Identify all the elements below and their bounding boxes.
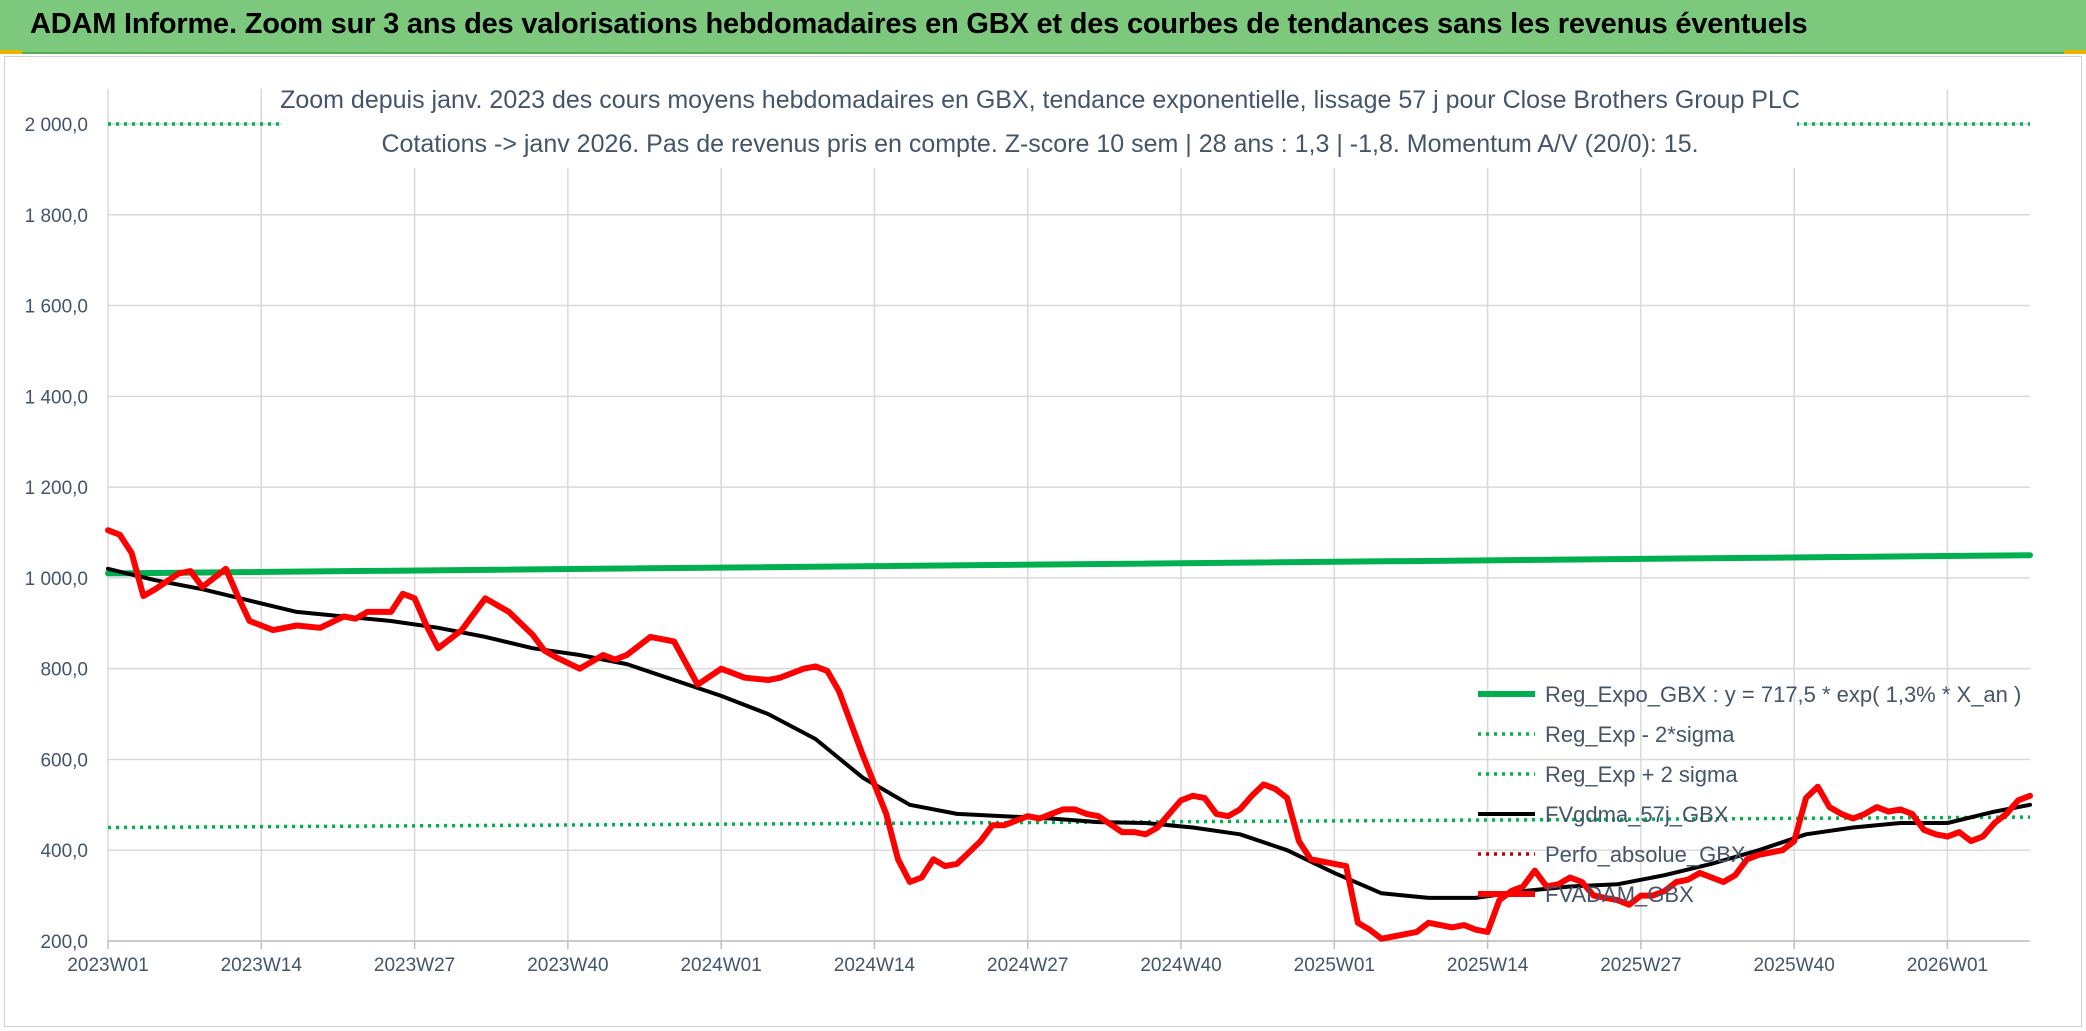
- series-lines: [105, 122, 2033, 942]
- x-tick-label: 2025W27: [1600, 955, 1681, 976]
- y-tick-label: 1 600,0: [25, 297, 88, 318]
- x-tick-label: 2025W01: [1294, 955, 1375, 976]
- x-tick-label: 2023W14: [221, 955, 303, 976]
- legend-label: Perfo_absolue_GBX: [1545, 842, 1746, 867]
- x-tick-label: 2023W27: [374, 955, 455, 976]
- y-tick-label: 800,0: [40, 660, 88, 681]
- chart-area: [4, 56, 2082, 1027]
- legend-label: Reg_Expo_GBX : y = 717,5 * exp( 1,3% * X…: [1545, 682, 2021, 707]
- x-tick-label: 2024W27: [987, 955, 1068, 976]
- y-tick-label: 2 000,0: [25, 115, 88, 136]
- x-tick-label: 2025W40: [1753, 955, 1834, 976]
- y-tick-label: 200,0: [40, 932, 88, 953]
- y-tick-label: 1 200,0: [25, 478, 88, 499]
- x-tick-label: 2026W01: [1907, 955, 1988, 976]
- y-axis-ticks: 2 000,0 1 800,0 1 600,0 1 400,0 1 200,0 1 000…: [25, 115, 88, 953]
- legend-label: FVgdma_57j_GBX: [1545, 802, 1729, 827]
- chart-title: Zoom depuis janv. 2023 des cours moyens …: [280, 86, 1800, 114]
- title-banner: ADAM Informe. Zoom sur 3 ans des valoris…: [0, 0, 2086, 54]
- y-tick-label: 1 400,0: [25, 387, 88, 408]
- series-line-1: [107, 815, 2031, 830]
- y-tick-label: 1 000,0: [25, 569, 88, 590]
- series-line-5: [105, 527, 2033, 942]
- x-tick-label: 2024W14: [834, 955, 916, 976]
- grid-lines: [107, 89, 2030, 942]
- title-background: [282, 76, 1797, 168]
- legend-label: Reg_Exp - 2*sigma: [1545, 722, 1735, 747]
- chart-titles: Zoom depuis janv. 2023 des cours moyens …: [280, 76, 1800, 168]
- y-tick-label: 400,0: [40, 841, 88, 862]
- x-tick-label: 2025W14: [1447, 955, 1529, 976]
- y-tick-label: 600,0: [40, 750, 88, 771]
- x-tick-label: 2023W01: [67, 955, 148, 976]
- legend-label: Reg_Exp + 2 sigma: [1545, 762, 1738, 787]
- x-tick-label: 2023W40: [527, 955, 608, 976]
- x-axis-ticks: 2023W01 2023W14 2023W27 2023W40 2024W01 2024W…: [67, 940, 2030, 976]
- legend-label: FVADAM_GBX: [1545, 882, 1694, 907]
- x-tick-label: 2024W01: [680, 955, 761, 976]
- banner-title: ADAM Informe. Zoom sur 3 ans des valoris…: [30, 8, 1808, 40]
- series-line-0: [105, 552, 2033, 577]
- legend: Reg_Expo_GBX : y = 717,5 * exp( 1,3% * X…: [1478, 682, 2021, 907]
- banner-accent-right: [2064, 50, 2086, 54]
- x-tick-label: 2024W40: [1140, 955, 1221, 976]
- chart-subtitle: Cotations -> janv 2026. Pas de revenus p…: [381, 130, 1698, 158]
- banner-accent-left: [0, 50, 22, 54]
- y-tick-label: 1 800,0: [25, 206, 88, 227]
